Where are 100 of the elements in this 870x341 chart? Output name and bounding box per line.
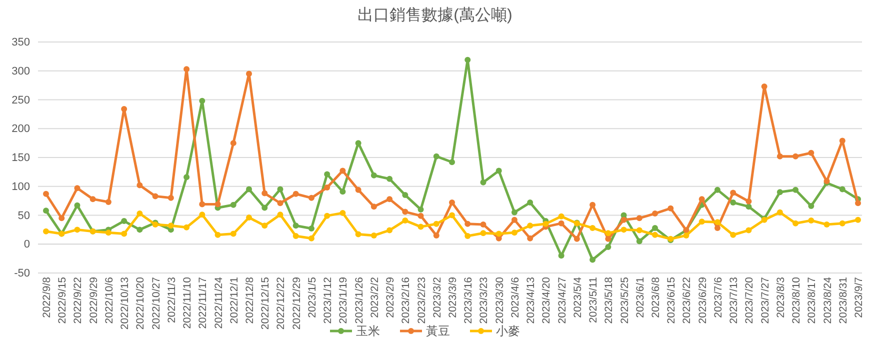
x-tick-label: 2023/1/26 [353, 276, 366, 324]
point [386, 176, 393, 182]
x-tick-label: 2023/6/22 [681, 276, 694, 324]
point [776, 209, 783, 216]
point [683, 232, 690, 238]
point [262, 204, 268, 211]
chart-title: 出口銷售數據(萬公噸) [358, 6, 512, 24]
legend-label: 玉米 [356, 324, 380, 338]
point [136, 182, 143, 188]
point [714, 186, 720, 193]
point [761, 83, 768, 90]
point [90, 196, 96, 202]
point [496, 168, 502, 174]
point [464, 56, 471, 63]
point [74, 185, 80, 192]
y-tick-label: 200 [12, 123, 30, 136]
point [464, 220, 471, 227]
point [527, 222, 534, 229]
x-tick-label: 2023/7/6 [712, 276, 724, 318]
point [636, 215, 642, 222]
x-tick-label: 2023/7/20 [744, 276, 756, 324]
point [355, 231, 362, 238]
point [230, 140, 236, 146]
x-tick-label: 2023/1/5 [306, 276, 318, 318]
point [855, 216, 861, 223]
point [449, 200, 455, 206]
point [808, 203, 814, 210]
point [214, 232, 221, 238]
x-tick-label: 2023/2/23 [416, 276, 428, 324]
point [277, 186, 284, 192]
x-tick-label: 2022/10/13 [119, 276, 132, 330]
point [776, 189, 783, 196]
point [730, 232, 736, 238]
x-tick-label: 2022/10/6 [103, 276, 116, 324]
y-tick-label: 250 [12, 94, 30, 106]
point [746, 227, 752, 234]
point [776, 153, 783, 160]
point [74, 226, 80, 233]
x-tick-label: 2022/11/10 [182, 276, 194, 329]
point [698, 196, 705, 202]
point [184, 224, 190, 230]
point [605, 236, 612, 242]
x-tick-label: 2023/2/16 [400, 276, 412, 324]
point [262, 222, 268, 229]
point [386, 227, 393, 234]
point [184, 66, 190, 72]
point [230, 230, 236, 237]
x-tick-label: 2022/12/15 [260, 276, 272, 330]
x-tick-label: 2023/4/20 [540, 276, 553, 324]
point [730, 200, 736, 206]
x-tick-label: 2022/12/29 [290, 276, 303, 330]
x-tick-label: 2023/8/31 [837, 276, 850, 324]
point [792, 153, 799, 160]
point [605, 244, 612, 250]
x-tick-label: 2023/2/9 [384, 276, 397, 318]
point [527, 235, 534, 242]
x-tick-label: 2023/8/3 [774, 276, 787, 318]
point [730, 190, 736, 196]
x-tick-label: 2023/6/8 [650, 276, 662, 318]
x-tick-label: 2023/8/10 [790, 276, 803, 324]
point [199, 201, 206, 208]
point [839, 220, 846, 226]
x-tick-label: 2022/12/1 [228, 276, 240, 324]
legend-label: 黃豆 [426, 324, 450, 338]
x-tick-label: 2022/10/20 [134, 276, 147, 330]
point [636, 227, 642, 234]
point [308, 235, 314, 242]
point [214, 201, 221, 208]
point [168, 222, 174, 229]
point [277, 212, 284, 218]
point [496, 230, 502, 237]
x-tick-label: 2022/11/24 [212, 276, 225, 329]
point [668, 205, 674, 212]
x-tick-label: 2023/6/29 [696, 276, 709, 324]
x-tick-label: 2023/7/13 [728, 276, 740, 324]
point [464, 233, 471, 240]
x-tick-label: 2022/12/22 [275, 276, 288, 330]
point [511, 216, 518, 223]
point [324, 184, 330, 191]
point [698, 218, 705, 225]
point [386, 196, 393, 202]
point [292, 233, 299, 240]
point [792, 220, 799, 226]
x-tick-label: 2022/9/29 [88, 276, 100, 324]
point [121, 230, 128, 237]
point [714, 219, 720, 226]
point [574, 236, 580, 242]
x-tick-label: 2022/9/8 [41, 276, 53, 318]
point [74, 202, 80, 208]
point [433, 153, 440, 160]
point [199, 212, 206, 218]
x-tick-label: 2023/3/23 [478, 276, 490, 324]
point [558, 220, 564, 226]
point [308, 226, 314, 232]
y-tick-label: 100 [12, 180, 30, 193]
x-tick-label: 2023/5/11 [588, 276, 600, 323]
point [808, 217, 814, 224]
point [324, 212, 330, 219]
point [402, 217, 408, 224]
point [340, 210, 346, 216]
